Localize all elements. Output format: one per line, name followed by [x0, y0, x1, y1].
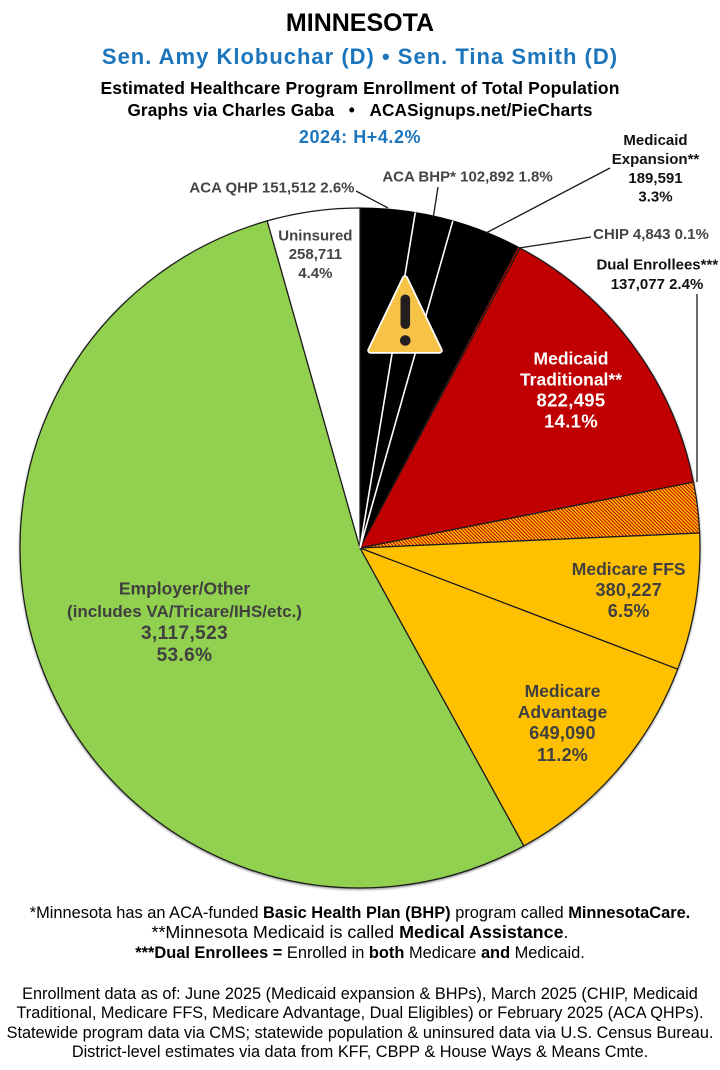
svg-text:Traditional**: Traditional**: [520, 370, 622, 390]
svg-text:Advantage: Advantage: [518, 702, 608, 722]
svg-text:Dual Enrollees***: Dual Enrollees***: [596, 257, 718, 274]
svg-text:822,495: 822,495: [537, 390, 606, 411]
svg-text:53.6%: 53.6%: [157, 645, 213, 666]
svg-text:(includes VA/Tricare/IHS/etc.): (includes VA/Tricare/IHS/etc.): [67, 602, 302, 621]
svg-text:Medicare FFS: Medicare FFS: [572, 559, 686, 579]
svg-text:Medicaid: Medicaid: [623, 132, 687, 149]
svg-text:137,077 2.4%: 137,077 2.4%: [611, 276, 704, 293]
svg-text:189,591: 189,591: [628, 170, 682, 187]
svg-text:Medicaid: Medicaid: [534, 349, 609, 369]
svg-text:3.3%: 3.3%: [638, 189, 672, 206]
svg-text:ACA BHP* 102,892 1.8%: ACA BHP* 102,892 1.8%: [382, 169, 552, 186]
svg-text:11.2%: 11.2%: [537, 745, 588, 765]
svg-text:3,117,523: 3,117,523: [141, 623, 228, 644]
svg-text:ACA QHP 151,512 2.6%: ACA QHP 151,512 2.6%: [189, 180, 354, 197]
svg-text:Uninsured: Uninsured: [278, 228, 352, 245]
svg-text:Employer/Other: Employer/Other: [119, 579, 250, 599]
svg-text:4.4%: 4.4%: [298, 265, 332, 282]
svg-text:380,227: 380,227: [595, 580, 661, 600]
svg-text:258,711: 258,711: [289, 246, 342, 263]
svg-text:649,090: 649,090: [529, 723, 595, 743]
svg-text:Medicare: Medicare: [525, 681, 601, 701]
svg-text:6.5%: 6.5%: [608, 601, 650, 621]
svg-text:14.1%: 14.1%: [544, 411, 598, 432]
svg-text:Expansion**: Expansion**: [612, 151, 700, 168]
svg-text:CHIP 4,843 0.1%: CHIP 4,843 0.1%: [593, 226, 709, 243]
